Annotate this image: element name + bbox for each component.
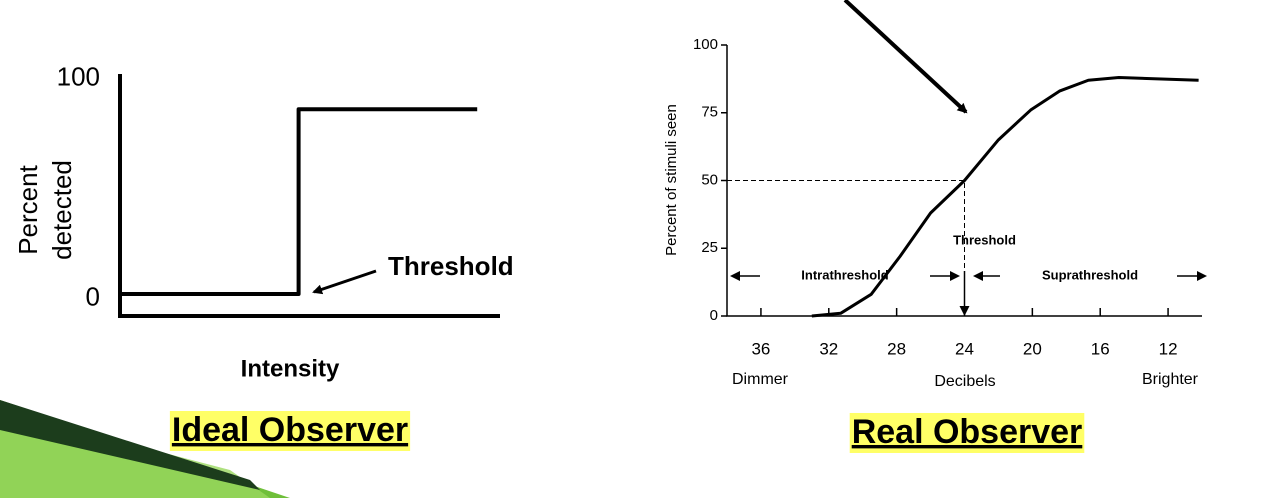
- x-tick-label: 36: [751, 339, 770, 358]
- title-highlight: [169, 410, 411, 451]
- annotation: Suprathreshold: [1042, 267, 1138, 282]
- x-tick-label: 28: [887, 339, 906, 358]
- pointer-arrow: [843, 0, 968, 114]
- x-tick-label: 12: [1159, 339, 1178, 358]
- annotation: Threshold: [388, 251, 514, 281]
- decoration: [0, 400, 290, 498]
- x-tick-label: 32: [819, 339, 838, 358]
- threshold-guide: [727, 180, 965, 271]
- annotation: Dimmer: [732, 371, 789, 388]
- chart-title: Ideal Observer: [172, 411, 408, 449]
- annotation: Threshold: [953, 232, 1016, 247]
- y-axis-label: Percent: [13, 164, 43, 254]
- annotation: Intrathreshold: [801, 267, 888, 282]
- data-line: [811, 76, 1199, 318]
- chart-title: Real Observer: [852, 413, 1083, 451]
- axes: [118, 74, 500, 318]
- y-axis-label: detected: [47, 160, 77, 260]
- x-tick-label: 16: [1091, 339, 1110, 358]
- y-tick-label: 25: [701, 239, 718, 256]
- x-axis-label: Intensity: [241, 355, 340, 382]
- x-tick-label: 24: [955, 339, 974, 358]
- x-tick-label: 20: [1023, 339, 1042, 358]
- y-tick-label: 0: [86, 281, 100, 311]
- annotation-arrow: [312, 269, 377, 295]
- x-axis-label: Decibels: [934, 373, 995, 390]
- y-tick-label: 100: [693, 36, 718, 53]
- y-tick-label: 0: [710, 307, 718, 324]
- title-highlight: [849, 412, 1085, 453]
- y-tick-label: 100: [57, 61, 100, 91]
- y-tick-label: 75: [701, 104, 718, 121]
- data-line: [120, 107, 478, 296]
- y-axis-label: Percent of stimuli seen: [663, 104, 680, 256]
- y-tick-label: 50: [701, 171, 718, 188]
- annotation: Brighter: [1142, 371, 1199, 388]
